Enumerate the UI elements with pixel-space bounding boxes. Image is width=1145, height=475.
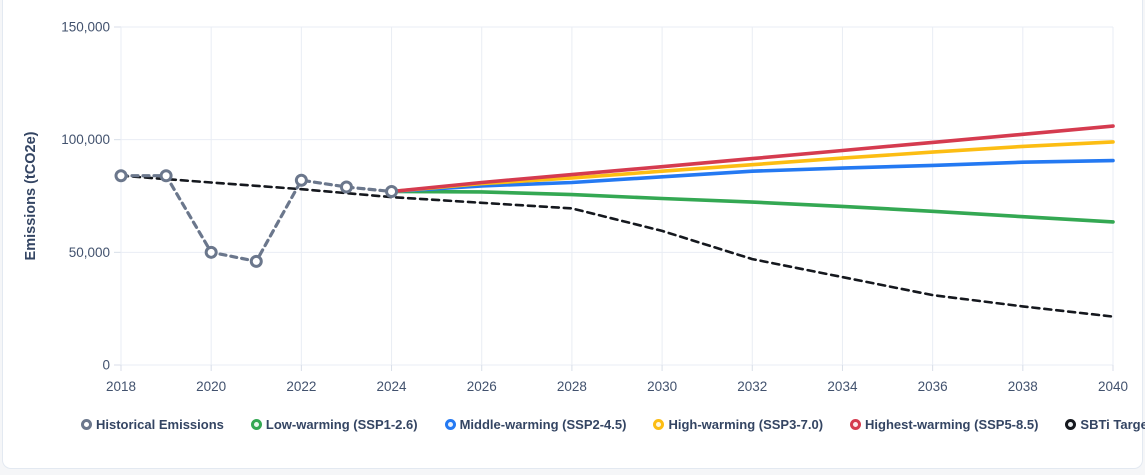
grid-layer	[114, 26, 1114, 371]
x-tick-label: 2018	[106, 379, 136, 394]
legend-swatch-sbti-target-icon	[1065, 419, 1077, 430]
legend-swatch-highest-warming-ssp5-8-5-icon	[850, 419, 862, 430]
x-tick-label: 2040	[1098, 379, 1128, 394]
data-point-marker[interactable]	[385, 184, 399, 198]
legend-label: High-warming (SSP3-7.0)	[668, 417, 824, 432]
legend-label: Low-warming (SSP1-2.6)	[265, 417, 418, 432]
data-point-marker[interactable]	[114, 169, 128, 183]
legend-item-high-warming-ssp3-7-0[interactable]: High-warming (SSP3-7.0)	[653, 417, 823, 432]
x-tick-label: 2038	[1008, 379, 1038, 394]
axis-label-layer: 0 50,000 100,000 150,000 2018 2020 2022 2024 202…	[61, 20, 1128, 395]
legend-item-middle-warming-ssp2-4-5[interactable]: Middle-warming (SSP2-4.5)	[444, 417, 627, 432]
y-axis-title: Emissions (tCO2e)	[23, 131, 39, 260]
chart-legend: Historical Emissions Low-warming (SSP1-2.…	[81, 417, 1145, 432]
x-tick-label: 2026	[467, 379, 497, 394]
data-point-marker[interactable]	[339, 180, 353, 194]
legend-label: SBTi Target	[1080, 417, 1145, 432]
data-point-marker[interactable]	[249, 254, 263, 268]
x-tick-label: 2030	[647, 379, 677, 394]
data-point-marker[interactable]	[204, 245, 218, 259]
chart-canvas[interactable]: 0 50,000 100,000 150,000 2018 2020 2022 2024 202…	[3, 0, 1145, 408]
legend-label: Highest-warming (SSP5-8.5)	[865, 417, 1039, 432]
legend-swatch-middle-warming-ssp2-4-5-icon	[444, 419, 456, 430]
y-tick-label: 50,000	[69, 245, 110, 260]
series-line-low-warming-ssp1-2-6[interactable]	[389, 189, 1115, 224]
legend-swatch-high-warming-ssp3-7-0-icon	[653, 419, 665, 430]
x-tick-label: 2036	[918, 379, 948, 394]
y-tick-label: 150,000	[61, 20, 110, 35]
legend-item-historical-emissions[interactable]: Historical Emissions	[81, 417, 224, 432]
y-tick-label: 100,000	[61, 132, 110, 147]
x-tick-label: 2028	[557, 379, 587, 394]
legend-label: Historical Emissions	[96, 417, 224, 432]
data-point-marker[interactable]	[159, 169, 173, 183]
legend-swatch-low-warming-ssp1-2-6-icon	[250, 419, 262, 430]
legend-item-sbti-target[interactable]: SBTi Target	[1065, 417, 1145, 432]
series-line-sbti-target[interactable]	[119, 174, 1115, 318]
legend-item-highest-warming-ssp5-8-5[interactable]: Highest-warming (SSP5-8.5)	[850, 417, 1038, 432]
x-tick-label: 2022	[286, 379, 316, 394]
data-point-marker[interactable]	[294, 173, 308, 187]
x-tick-label: 2020	[196, 379, 226, 394]
x-tick-label: 2024	[377, 379, 408, 394]
legend-label: Middle-warming (SSP2-4.5)	[459, 417, 627, 432]
series-line-highest-warming-ssp5-8-5[interactable]	[389, 124, 1115, 194]
x-tick-label: 2032	[737, 379, 767, 394]
legend-swatch-historical-emissions-icon	[81, 419, 92, 430]
chart-area: 0 50,000 100,000 150,000 2018 2020 2022 2024 202…	[3, 0, 1145, 413]
series-line-high-warming-ssp3-7-0[interactable]	[389, 140, 1115, 194]
series-layer	[114, 124, 1115, 318]
legend-item-low-warming-ssp1-2-6[interactable]: Low-warming (SSP1-2.6)	[250, 417, 418, 432]
series-line-middle-warming-ssp2-4-5[interactable]	[389, 158, 1115, 194]
x-tick-label: 2034	[827, 379, 858, 394]
y-tick-label: 0	[102, 358, 110, 373]
